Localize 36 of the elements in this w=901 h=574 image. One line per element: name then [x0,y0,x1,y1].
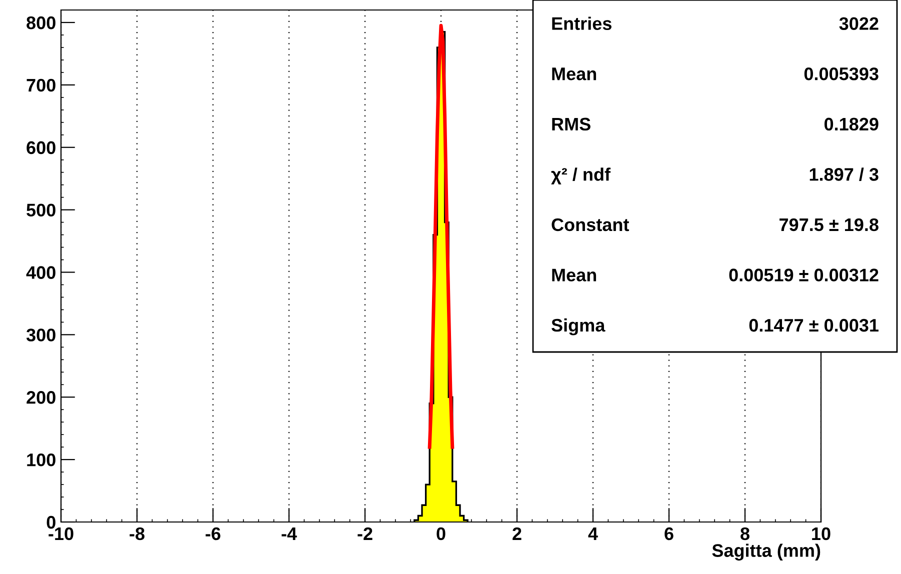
annotation: Mean [552,68,596,80]
x-tick-label: -8 [130,527,144,540]
x-tick-label: -6 [206,527,220,540]
y-tick-label: 700 [26,78,56,92]
y-tick-label: 300 [26,328,56,342]
y-tick-label: 500 [26,204,56,217]
x-tick-label: -2 [358,527,372,540]
x-axis-title: Sagitta (mm) [712,544,820,561]
x-tick-label: 8 [740,527,750,540]
annotation: RMS [552,118,590,131]
text: 0.1829 [824,118,878,131]
x-tick-label: 2 [512,527,522,540]
x-tick-label: 10 [812,527,830,540]
x-tick-label: 4 [588,528,598,540]
x-tick-label: -10 [48,527,74,540]
annotation: Sigma [552,318,606,336]
annotation: Entries [552,16,612,30]
y-tick-label: 800 [26,16,56,30]
annotation: Constant [552,218,630,232]
y-tick-label: 200 [26,391,56,404]
annotation: 0.1477 ± 0.0031 [749,318,879,332]
annotation: 0.00519 ± 0.00312 [729,268,878,282]
x-tick-label: -4 [282,528,297,540]
y-tick-label: 100 [27,453,56,466]
annotation: χ² / ndf [551,168,611,184]
annotation: 797.5 ± 19.8 [780,218,878,232]
annotation: 1.897 / 3 [810,168,878,182]
annotation: 0.005393 [804,67,878,80]
text: 3022 [839,17,878,30]
annotation: Mean [552,268,596,282]
line-series [428,24,454,449]
y-tick-label: 0 [46,516,56,529]
y-tick-label: 400 [26,266,56,279]
x-tick-label: 0 [436,527,446,540]
x-tick-label: 6 [664,527,674,540]
y-tick-label: 600 [26,141,56,154]
